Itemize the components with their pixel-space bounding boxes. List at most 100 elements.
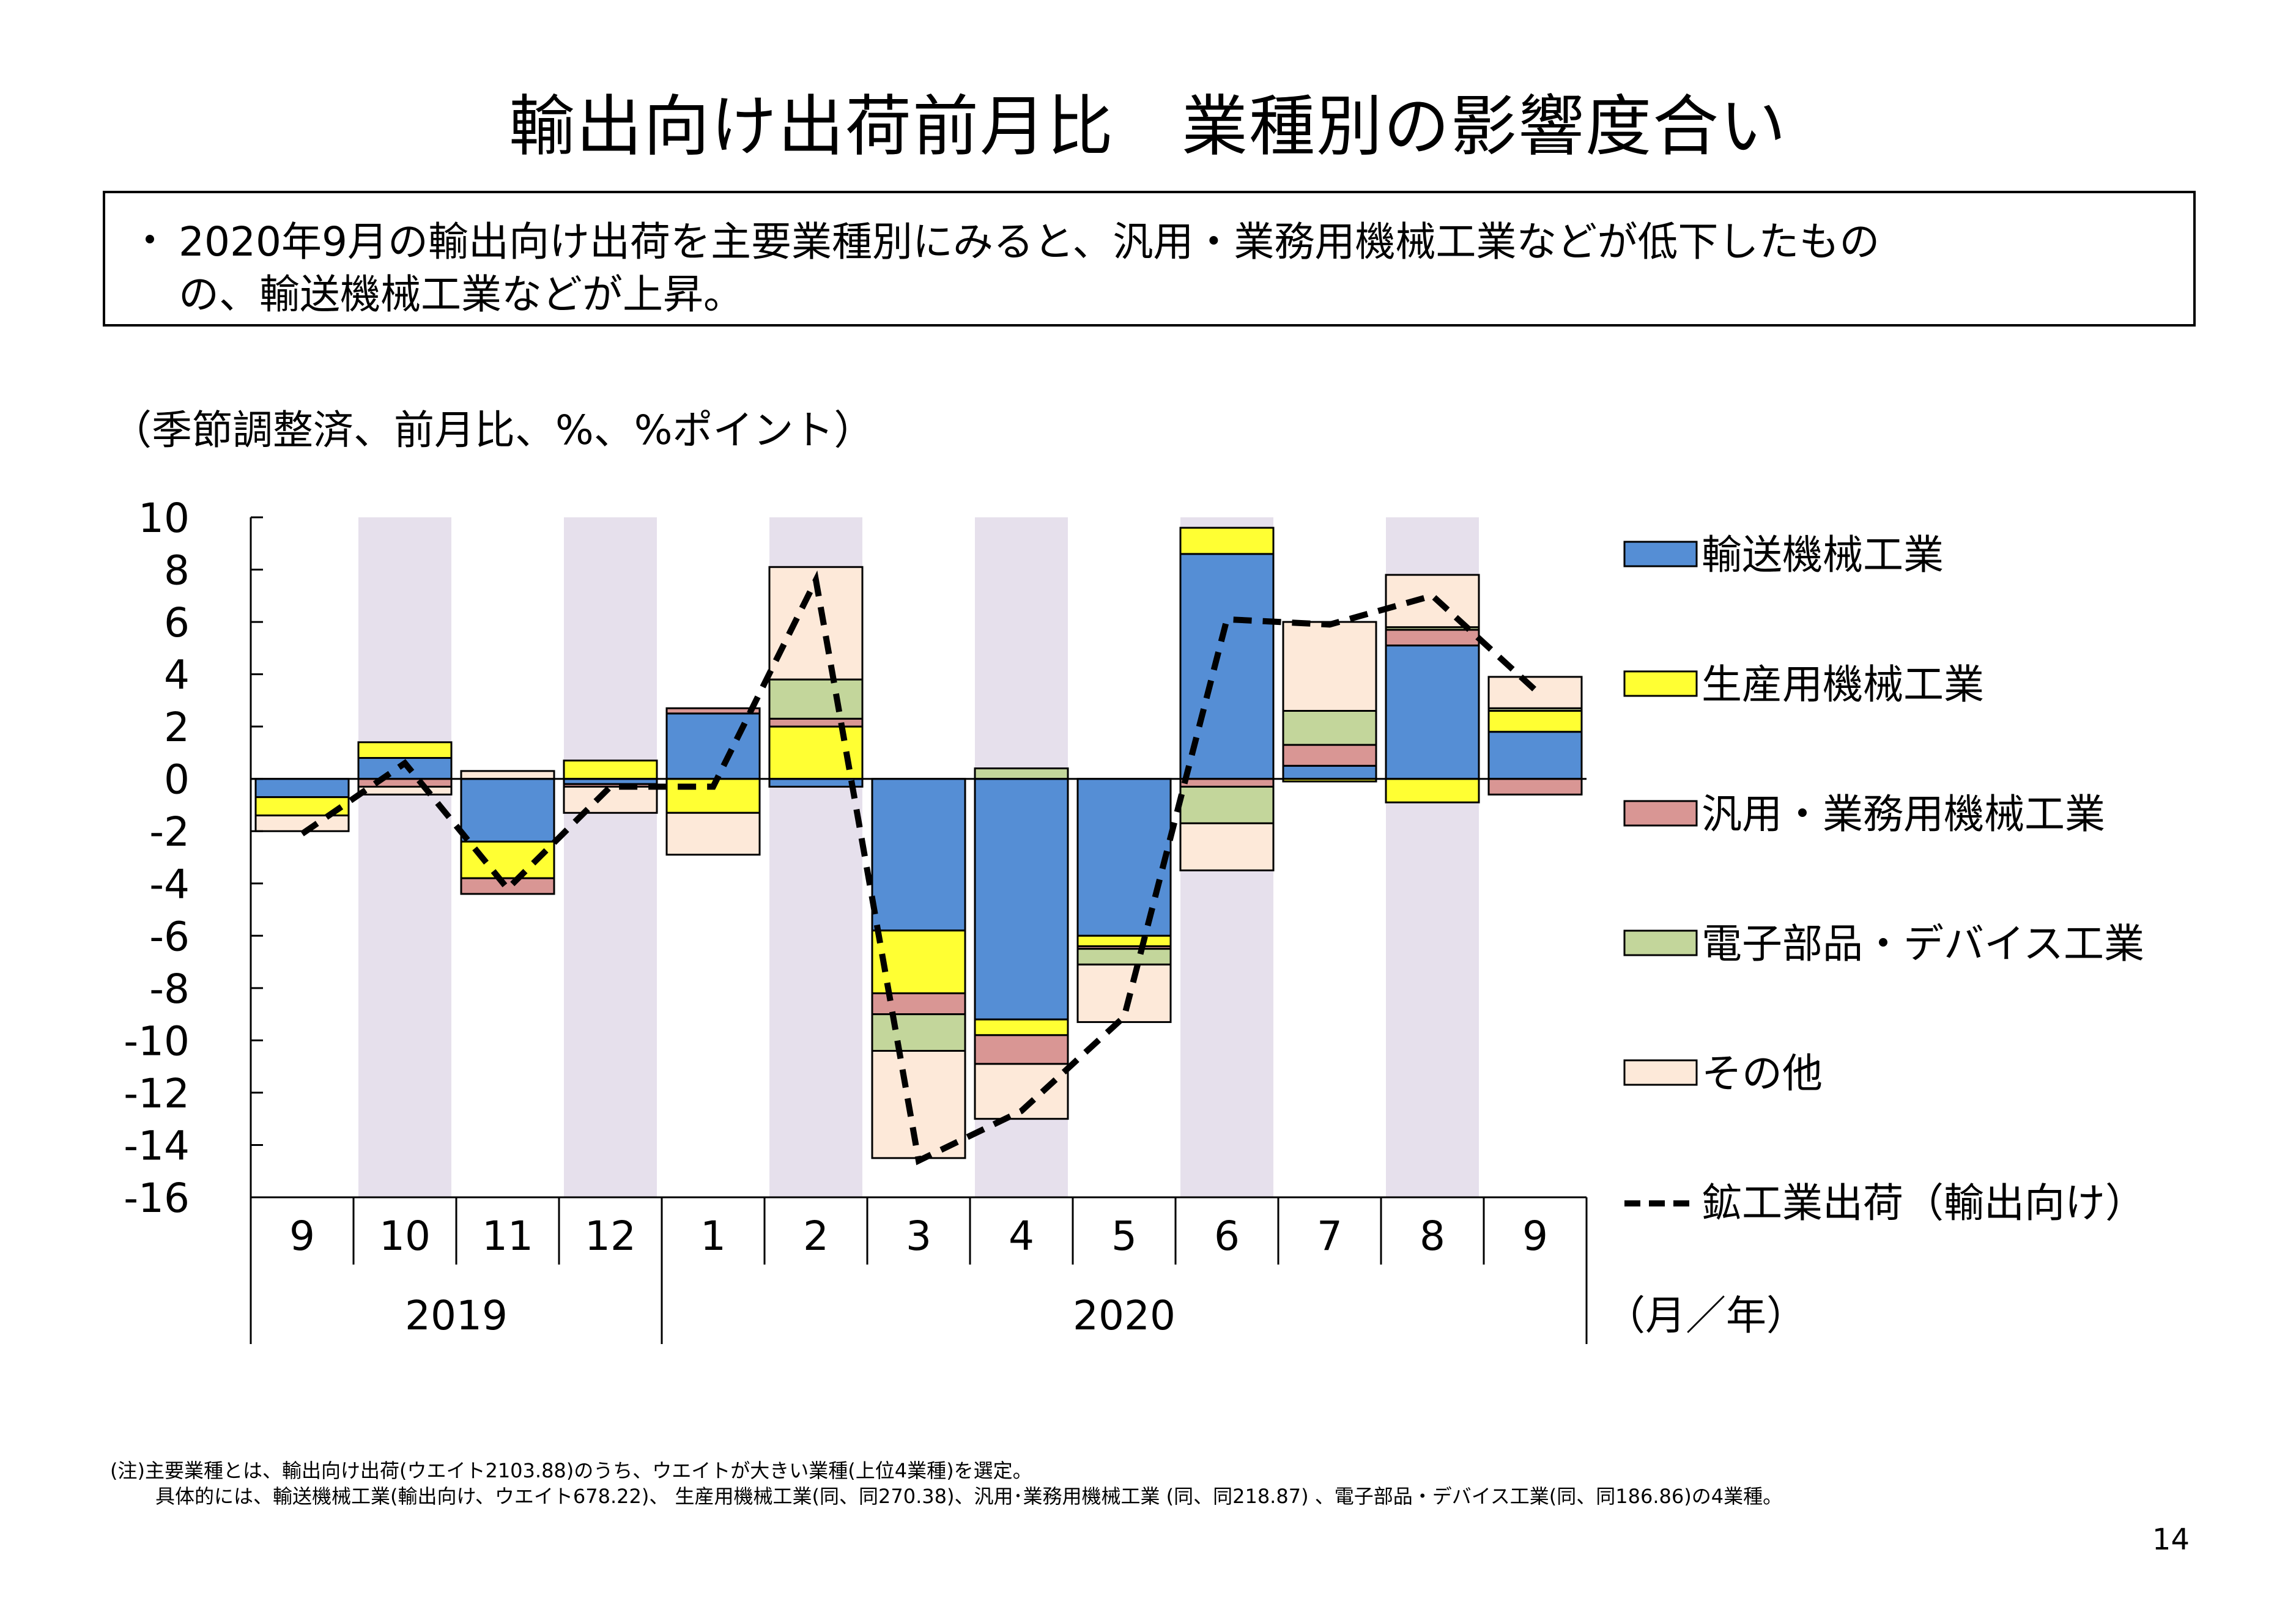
bar-segment-series2-cat7: [974, 1034, 1069, 1065]
bar-segment-series3-cat9: [1179, 786, 1275, 824]
bar-segment-series2-cat6: [871, 992, 966, 1016]
bar-segment-series1-cat8: [1076, 934, 1172, 947]
bar-segment-series2-cat4: [665, 707, 761, 715]
x-category-label: 5: [1111, 1213, 1137, 1260]
x-category-label: 12: [585, 1213, 636, 1260]
x-category-label: 1: [700, 1213, 726, 1260]
legend-swatch-0: [1623, 541, 1698, 567]
bar-segment-series3-cat8: [1076, 948, 1172, 966]
bar-segment-series4-cat9: [1179, 822, 1275, 871]
legend: 輸送機械工業生産用機械工業汎用・業務用機械工業電子部品・デバイス工業その他鉱工業…: [1623, 531, 2146, 1227]
legend-swatch-2: [1623, 800, 1698, 827]
bar-segment-series4-cat0: [254, 815, 350, 832]
x-category-label: 7: [1317, 1213, 1342, 1260]
bar-segment-series0-cat8: [1076, 778, 1172, 937]
bar-segment-series1-cat7: [974, 1018, 1069, 1036]
y-tick-label: -4: [149, 861, 190, 908]
y-tick-label: 4: [164, 652, 190, 699]
bar-segment-series0-cat7: [974, 778, 1069, 1021]
legend-label-line: 鉱工業出荷（輸出向け）: [1702, 1180, 2146, 1227]
bar-segment-series1-cat3: [563, 759, 658, 780]
x-category-label: 10: [379, 1213, 431, 1260]
bar-segment-series4-cat3: [563, 786, 658, 814]
x-year-label: 2019: [405, 1292, 508, 1339]
x-category-label: 6: [1214, 1213, 1240, 1260]
bar-segment-series2-cat10: [1282, 744, 1377, 767]
bar-segment-series0-cat0: [254, 778, 350, 799]
y-tick-label: 6: [164, 599, 190, 646]
bar-segment-series1-cat12: [1487, 709, 1583, 733]
shaded-band: [358, 517, 451, 1197]
x-category-label: 4: [1009, 1213, 1034, 1260]
legend-swatch-4: [1623, 1059, 1698, 1086]
bar-segment-series1-cat9: [1179, 526, 1275, 555]
x-category-label: 8: [1420, 1213, 1445, 1260]
bar-segment-series0-cat6: [871, 778, 966, 932]
x-category-label: 9: [1522, 1213, 1548, 1260]
bar-segment-series1-cat11: [1385, 778, 1480, 803]
bar-segment-series1-cat1: [357, 741, 453, 759]
bar-segment-series3-cat6: [871, 1013, 966, 1052]
shaded-band: [564, 517, 657, 1197]
total-line-path: [300, 570, 1538, 1165]
total-line: [300, 570, 1538, 1165]
y-tick-label: 0: [164, 756, 190, 803]
summary-text-line-2: の、輸送機械工業などが上昇。: [179, 271, 744, 318]
x-category-label: 3: [906, 1213, 931, 1260]
y-tick-label: 10: [138, 495, 190, 542]
y-tick-label: -6: [149, 913, 190, 960]
axes: [250, 516, 1588, 1344]
chart-unit-label: （季節調整済、前月比、%、%ポイント）: [111, 407, 875, 454]
page-number: 14: [2152, 1523, 2190, 1557]
bar-segment-series4-cat8: [1076, 963, 1172, 1023]
y-tick-label: -10: [124, 1018, 190, 1065]
bar-segments: [254, 526, 1583, 1159]
legend-label-3: 電子部品・デバイス工業: [1702, 920, 2144, 967]
x-category-label: 9: [289, 1213, 315, 1260]
bar-segment-series4-cat10: [1282, 621, 1377, 712]
bar-segment-series3-cat10: [1282, 709, 1377, 746]
bar-segment-series2-cat12: [1487, 778, 1583, 796]
bar-segment-series3-cat7: [974, 767, 1069, 780]
x-axis-unit-label: （月／年）: [1605, 1292, 1807, 1339]
bar-segment-series0-cat5: [768, 778, 864, 788]
x-category-label: 11: [482, 1213, 533, 1260]
legend-label-2: 汎用・業務用機械工業: [1702, 791, 2105, 838]
summary-text-line-1: 2020年9月の輸出向け出荷を主要業種別にみると、汎用・業務用機械工業などが低下…: [179, 218, 1880, 265]
y-tick-label: -8: [149, 966, 190, 1013]
bar-segment-series4-cat1: [357, 786, 453, 796]
bar-segment-series4-cat6: [871, 1049, 966, 1159]
legend-label-1: 生産用機械工業: [1702, 661, 1984, 708]
bar-segment-series2-cat1: [357, 778, 453, 788]
bar-segment-series2-cat11: [1385, 629, 1480, 647]
bar-segment-series0-cat10: [1282, 764, 1377, 780]
bar-segment-series4-cat4: [665, 811, 761, 856]
x-category-label: 2: [803, 1213, 829, 1260]
bar-segment-series0-cat4: [665, 712, 761, 780]
bar-segment-series2-cat2: [460, 877, 555, 895]
bar-segment-series0-cat12: [1487, 731, 1583, 780]
y-tick-label: -12: [124, 1070, 190, 1117]
y-tick-label: -2: [149, 808, 190, 855]
y-tick-label: 8: [164, 547, 190, 594]
y-tick-label: -14: [124, 1122, 190, 1169]
bar-segment-series0-cat2: [460, 778, 555, 843]
bar-segment-series2-cat5: [768, 717, 864, 728]
bar-segment-series2-cat9: [1179, 778, 1275, 788]
bar-segment-series4-cat11: [1385, 574, 1480, 629]
x-year-label: 2020: [1073, 1292, 1176, 1339]
summary-bullet: ・: [130, 217, 170, 264]
note-line-1: (注)主要業種とは、輸出向け出荷(ウエイト2103.88)のうち、ウエイトが大き…: [110, 1459, 1032, 1482]
y-tick-label: 2: [164, 704, 190, 751]
legend-swatch-3: [1623, 929, 1698, 956]
y-tick-label: -16: [124, 1175, 190, 1222]
bar-segment-series3-cat5: [768, 678, 864, 720]
legend-swatch-1: [1623, 670, 1698, 697]
legend-label-0: 輸送機械工業: [1702, 531, 1944, 578]
page-title: 輸出向け出荷前月比 業種別の影響度合い: [508, 89, 1787, 165]
bar-segment-series4-cat2: [460, 770, 555, 780]
legend-label-4: その他: [1702, 1050, 1823, 1097]
summary-box: ・ 2020年9月の輸出向け出荷を主要業種別にみると、汎用・業務用機械工業などが…: [103, 191, 2196, 327]
